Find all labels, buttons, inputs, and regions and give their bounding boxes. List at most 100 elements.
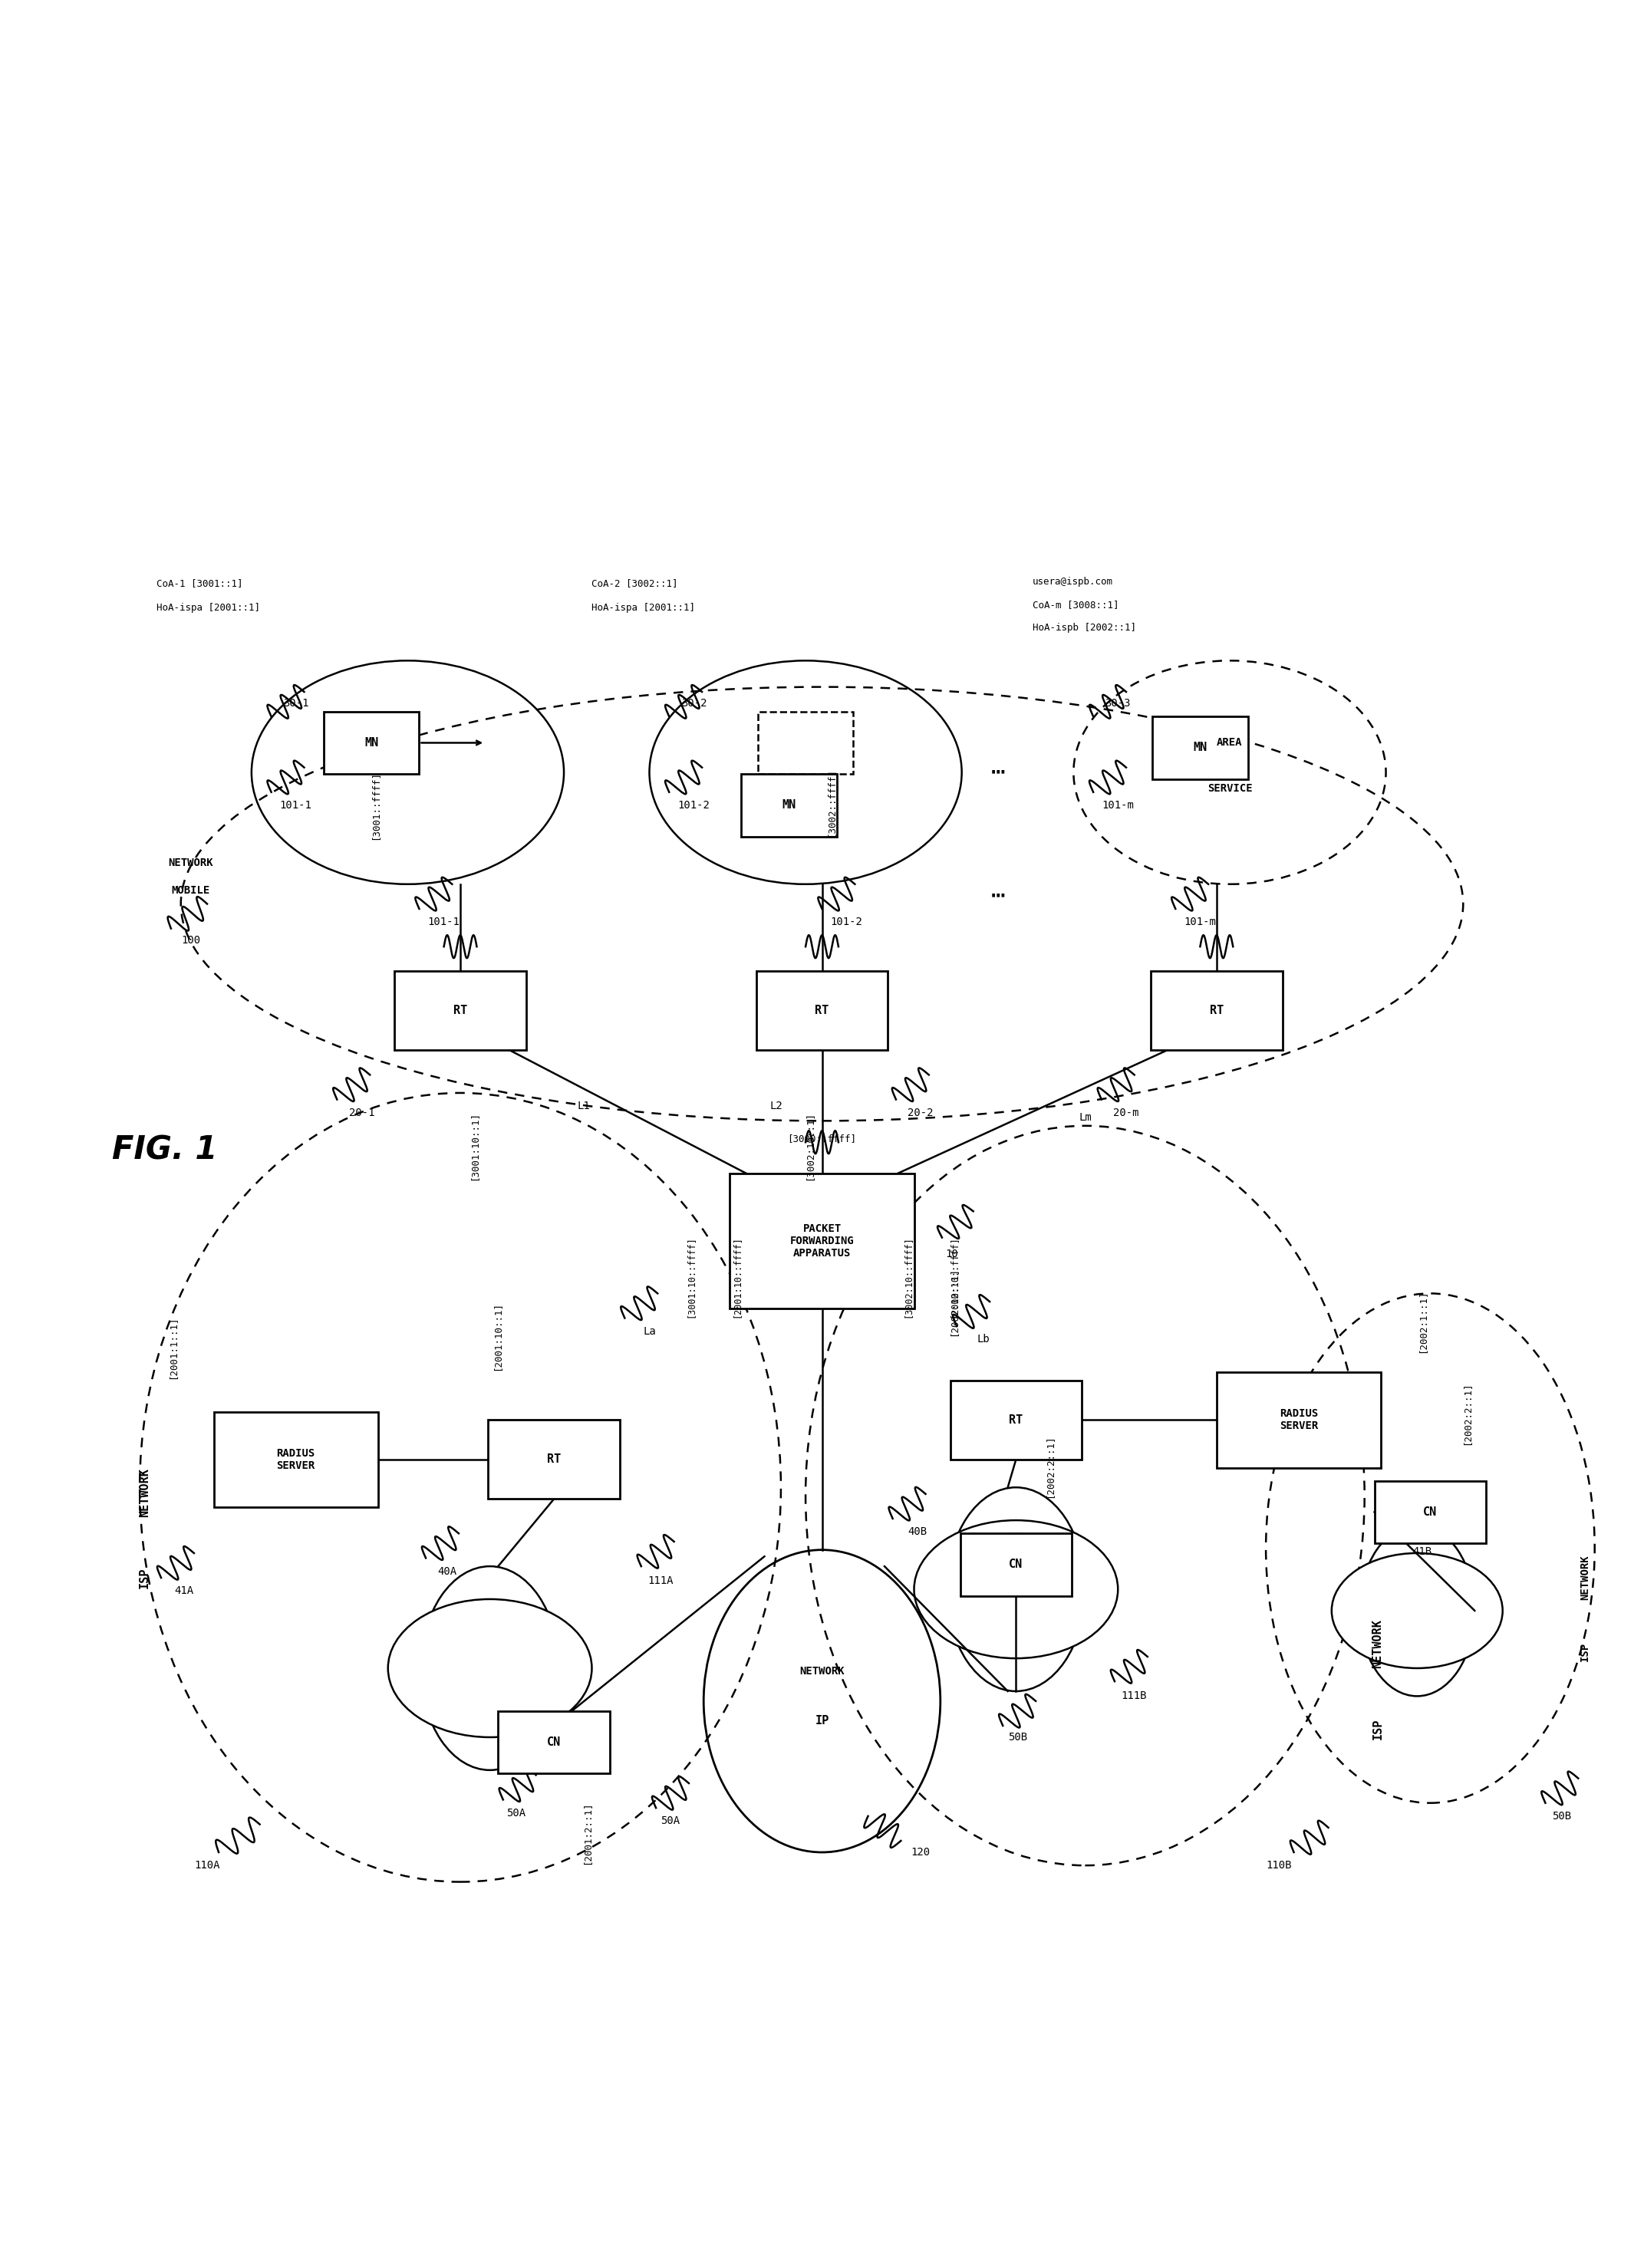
Ellipse shape: [1360, 1524, 1475, 1696]
Text: 41B: 41B: [1412, 1547, 1432, 1556]
Text: 110B: 110B: [1266, 1860, 1292, 1871]
FancyBboxPatch shape: [488, 1420, 620, 1499]
FancyBboxPatch shape: [756, 971, 888, 1050]
Text: 110A: 110A: [194, 1860, 220, 1871]
Text: [2002:10::ffff]: [2002:10::ffff]: [949, 1236, 958, 1318]
FancyBboxPatch shape: [1374, 1481, 1486, 1542]
FancyBboxPatch shape: [1151, 971, 1282, 1050]
FancyBboxPatch shape: [950, 1381, 1082, 1458]
Text: 50B: 50B: [1552, 1810, 1572, 1821]
Text: [2002:10::1]: [2002:10::1]: [949, 1268, 958, 1336]
Text: CN: CN: [547, 1737, 561, 1749]
Text: 20-1: 20-1: [349, 1107, 375, 1118]
Text: [2002:1::1]: [2002:1::1]: [1417, 1290, 1427, 1354]
Text: [3001:10::1]: [3001:10::1]: [469, 1111, 478, 1179]
Text: NETWORK: NETWORK: [140, 1467, 150, 1517]
FancyBboxPatch shape: [395, 971, 526, 1050]
Text: SERVICE: SERVICE: [1207, 782, 1253, 794]
Text: RT: RT: [547, 1454, 561, 1465]
Text: L1: L1: [577, 1100, 590, 1111]
Text: FIG. 1: FIG. 1: [112, 1134, 217, 1166]
Text: [2002:2::1]: [2002:2::1]: [1462, 1381, 1471, 1445]
Text: MN: MN: [783, 801, 796, 812]
FancyBboxPatch shape: [741, 773, 837, 837]
Text: CoA-2 [3002::1]: CoA-2 [3002::1]: [592, 578, 677, 587]
FancyBboxPatch shape: [1217, 1372, 1381, 1467]
Text: [2001:2::1]: [2001:2::1]: [582, 1801, 592, 1864]
Text: 30-1: 30-1: [283, 699, 309, 708]
Text: L2: L2: [769, 1100, 783, 1111]
Text: NETWORK: NETWORK: [799, 1667, 845, 1676]
Text: RADIUS
SERVER: RADIUS SERVER: [1279, 1408, 1318, 1431]
Text: 111B: 111B: [1121, 1690, 1148, 1701]
Ellipse shape: [388, 1599, 592, 1737]
Ellipse shape: [421, 1567, 559, 1769]
Text: NETWORK: NETWORK: [1373, 1619, 1383, 1667]
Text: MOBILE: MOBILE: [171, 885, 210, 896]
Text: MN: MN: [1194, 742, 1207, 753]
FancyBboxPatch shape: [730, 1173, 914, 1309]
Text: CoA-1 [3001::1]: CoA-1 [3001::1]: [156, 578, 242, 587]
Text: Lb: Lb: [977, 1334, 990, 1345]
Text: RT: RT: [815, 1005, 829, 1016]
Text: 101-2: 101-2: [830, 916, 863, 928]
Text: ⋯: ⋯: [991, 885, 1004, 907]
Text: 50A: 50A: [661, 1817, 681, 1826]
Text: MN: MN: [365, 737, 378, 748]
Text: 101-1: 101-1: [427, 916, 460, 928]
Text: IP: IP: [815, 1715, 829, 1726]
Text: [2001:10::1]: [2001:10::1]: [492, 1302, 501, 1370]
Text: [3001::ffff]: [3001::ffff]: [370, 771, 380, 839]
Text: HoA-ispb [2002::1]: HoA-ispb [2002::1]: [1032, 624, 1136, 633]
Text: 50B: 50B: [1008, 1733, 1028, 1742]
Text: ⋯: ⋯: [991, 762, 1004, 782]
Text: [2002:2::1]: [2002:2::1]: [1044, 1433, 1054, 1497]
Text: 120: 120: [911, 1846, 931, 1857]
Text: 101-m: 101-m: [1184, 916, 1217, 928]
Text: [3002::ffff]: [3002::ffff]: [825, 767, 835, 837]
Text: RT: RT: [1009, 1415, 1023, 1427]
Text: [3002:10::ffff]: [3002:10::ffff]: [903, 1236, 912, 1318]
Text: [3001:10::ffff]: [3001:10::ffff]: [686, 1236, 695, 1318]
Text: 40B: 40B: [907, 1526, 927, 1538]
Text: 40A: 40A: [437, 1565, 457, 1576]
Text: 41A: 41A: [174, 1585, 194, 1597]
Text: 101-2: 101-2: [677, 801, 710, 810]
Text: [3000::ffff]: [3000::ffff]: [787, 1134, 857, 1143]
Text: RT: RT: [454, 1005, 467, 1016]
Text: ISP: ISP: [1373, 1719, 1383, 1740]
Text: RT: RT: [1210, 1005, 1223, 1016]
Text: RADIUS
SERVER: RADIUS SERVER: [276, 1447, 316, 1472]
Text: PACKET
FORWARDING
APPARATUS: PACKET FORWARDING APPARATUS: [789, 1222, 855, 1259]
FancyBboxPatch shape: [1152, 717, 1248, 778]
FancyBboxPatch shape: [498, 1710, 610, 1774]
FancyBboxPatch shape: [324, 712, 419, 773]
FancyBboxPatch shape: [960, 1533, 1072, 1597]
Text: 20-2: 20-2: [907, 1107, 934, 1118]
Text: 30-2: 30-2: [681, 699, 707, 708]
Text: 30-3: 30-3: [1105, 699, 1131, 708]
Text: 10: 10: [945, 1250, 958, 1259]
Ellipse shape: [947, 1488, 1085, 1692]
Text: 50A: 50A: [506, 1808, 526, 1819]
Text: CoA-m [3008::1]: CoA-m [3008::1]: [1032, 599, 1118, 610]
Ellipse shape: [914, 1520, 1118, 1658]
FancyBboxPatch shape: [214, 1411, 378, 1508]
Text: 101-m: 101-m: [1101, 801, 1134, 810]
Text: 100: 100: [181, 934, 201, 946]
Text: NETWORK: NETWORK: [168, 857, 214, 869]
Text: [2001:10::ffff]: [2001:10::ffff]: [732, 1236, 741, 1318]
Text: HoA-ispa [2001::1]: HoA-ispa [2001::1]: [156, 603, 260, 612]
Text: [3002:10::1]: [3002:10::1]: [804, 1111, 814, 1179]
Text: CN: CN: [1424, 1506, 1437, 1517]
Text: 101-1: 101-1: [279, 801, 312, 810]
Text: AREA: AREA: [1217, 737, 1243, 748]
Text: [2001:1::1]: [2001:1::1]: [168, 1315, 178, 1379]
Text: ISP: ISP: [140, 1567, 150, 1588]
Text: 111A: 111A: [648, 1576, 674, 1585]
Text: ISP: ISP: [1580, 1642, 1590, 1662]
Text: NETWORK: NETWORK: [1580, 1556, 1590, 1601]
Text: HoA-ispa [2001::1]: HoA-ispa [2001::1]: [592, 603, 695, 612]
Text: CN: CN: [1009, 1558, 1023, 1569]
Text: La: La: [643, 1327, 656, 1336]
